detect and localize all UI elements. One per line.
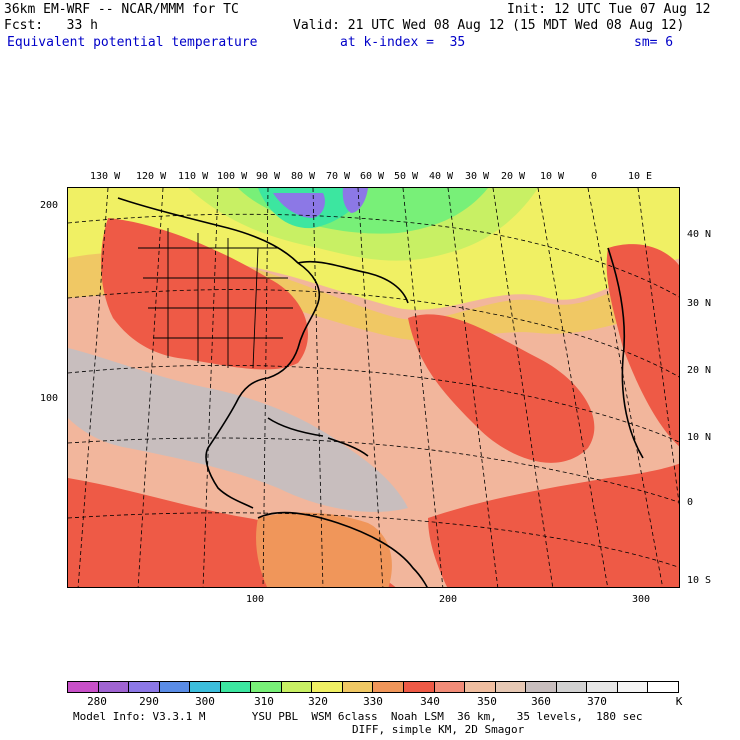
lon-label: 10 W [540,171,565,182]
continental-warm-region [101,218,309,370]
lat-label: 10 N [687,432,712,443]
colorbar-swatch [68,682,99,692]
grid-x-label: 100 [246,594,265,605]
lon-label: 10 E [628,171,653,182]
colorbar-swatch [465,682,496,692]
valid-time: Valid: 21 UTC Wed 08 Aug 12 (15 MDT Wed … [293,18,685,33]
k-index-label: at k-index = 35 [340,35,466,50]
graticule [68,188,679,587]
model-title: 36km EM-WRF -- NCAR/MMM for TC [4,2,239,17]
model-info: Model Info: V3.3.1 M YSU PBL WSM 6class … [73,710,643,723]
colorbar-tick: 320 [308,695,328,708]
colorbar-swatch [159,682,191,692]
colorbar-tick: 350 [477,695,497,708]
lon-label: 20 W [501,171,526,182]
southeast-warm-band [428,463,679,587]
lon-label: 90 W [256,171,281,182]
colorbar-tick: 340 [420,695,440,708]
lat-label: 20 N [687,365,712,376]
colorbar-swatch [129,682,160,692]
colorbar-swatch [220,682,252,692]
model-diffusion-info: DIFF, simple KM, 2D Smagor [352,723,525,736]
east-atlantic-warm-region [606,244,679,447]
smoothing-label: sm= 6 [634,35,674,50]
lon-label: 30 W [465,171,490,182]
cool-core-purple [273,193,325,218]
atlantic-warm-region [408,314,595,463]
lon-label: 50 W [394,171,419,182]
colorbar-swatch [404,682,435,692]
colorbar-swatch [587,682,618,692]
colorbar-swatch [251,682,282,692]
colorbar-tick: 280 [87,695,107,708]
colorbar-swatch [526,682,557,692]
colorbar-swatch [98,682,130,692]
tropical-dry-region [68,348,408,512]
colorbar-swatch [434,682,466,692]
colorbar-swatch [312,682,343,692]
grid-x-label: 200 [439,594,458,605]
theta-e-map [67,187,680,588]
lon-label: 60 W [360,171,385,182]
colorbar-tick: 370 [587,695,607,708]
lon-label: 70 W [326,171,351,182]
colorbar-tick: 300 [195,695,215,708]
colorbar-swatch [342,682,374,692]
lon-label: 80 W [291,171,316,182]
map-graphic [68,188,679,587]
grid-y-label: 100 [40,393,59,404]
grid-y-label: 200 [40,200,59,211]
init-time: Init: 12 UTC Tue 07 Aug 12 [507,2,711,17]
lat-label: 10 S [687,575,712,586]
lat-label: 30 N [687,298,712,309]
colorbar-swatch [648,682,678,692]
forecast-hour: Fcst: 33 h [4,18,98,33]
lon-label: 100 W [217,171,248,182]
lat-label: 0 [687,497,694,508]
lat-label: 40 N [687,229,712,240]
colorbar-units: K [675,695,683,708]
cool-core-purple-2 [342,188,368,213]
grid-x-label: 300 [632,594,651,605]
colorbar-swatch [617,682,649,692]
colorbar-swatch [556,682,588,692]
colorbar-tick: 360 [531,695,551,708]
colorbar-swatch [190,682,221,692]
colorbar-swatch [495,682,527,692]
colorbar-tick: 330 [363,695,383,708]
lon-label: 110 W [178,171,209,182]
colorbar-tick: 310 [254,695,274,708]
colorbar-tick: 290 [139,695,159,708]
colorbar-swatch [373,682,405,692]
lon-label: 40 W [429,171,454,182]
coastlines [117,197,644,587]
field-name: Equivalent potential temperature [7,35,258,50]
lon-label: 130 W [90,171,121,182]
state-borders [138,228,293,369]
lon-label: 120 W [136,171,167,182]
colorbar [67,681,679,693]
lon-label: 0 [591,171,598,182]
colorbar-swatch [281,682,313,692]
